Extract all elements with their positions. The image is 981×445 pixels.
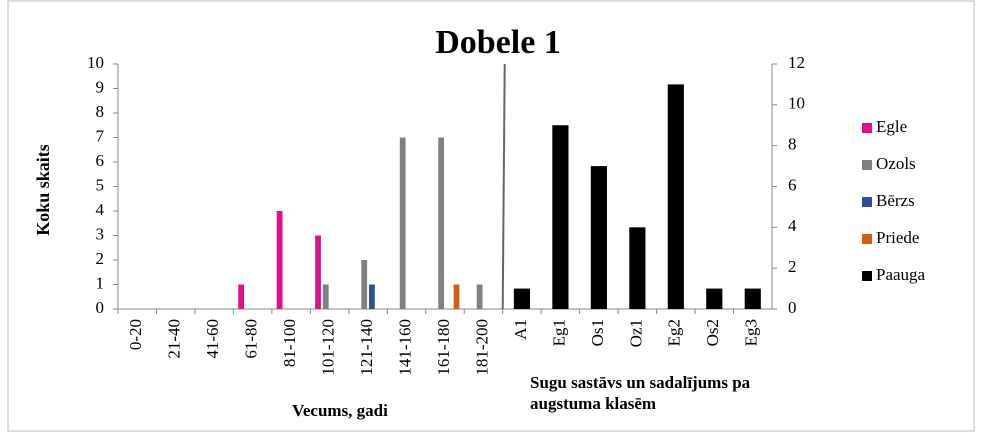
x-tick-label: Eg1 [549,319,568,346]
x-tick-label: 0-20 [126,319,145,350]
bar [629,227,646,309]
chart-title: Dobele 1 [435,24,561,61]
x-tick-label: Os1 [588,319,607,346]
legend-label: Egle [876,117,907,136]
legend-swatch [862,160,872,170]
y-tick-label: 0 [96,298,105,317]
x-axis-label-2: Sugu sastāvs un sadalījums pa [530,373,751,392]
y-tick-label: 2 [96,249,105,268]
y-tick-label: 8 [96,102,105,121]
x-tick-label: Oz1 [626,319,645,347]
legend-swatch [862,123,872,133]
y2-tick-label: 2 [788,257,797,276]
legend-label: Paauga [876,265,926,284]
bar [361,260,368,309]
legend-swatch [862,271,872,281]
x-tick-label: 21-40 [165,319,184,359]
x-axis-label-2: augstuma klasēm [530,394,656,413]
y2-tick-label: 4 [788,216,797,235]
y2-tick-label: 0 [788,298,797,317]
y-tick-label: 4 [96,200,105,219]
legend-label: Priede [876,228,919,247]
y-axis-label: Koku skaits [33,144,53,236]
bar [476,284,483,309]
y-tick-label: 3 [96,224,105,243]
x-tick-label: Os2 [703,319,722,346]
bar [744,288,761,309]
bar [706,288,723,309]
x-tick-label: 161-180 [434,319,453,376]
bar [322,284,329,309]
bar [438,137,445,309]
x-tick-label: 121-140 [357,319,376,376]
y-tick-label: 10 [87,53,104,72]
x-tick-label: 181-200 [472,319,491,376]
frame [7,0,975,432]
bar [667,84,684,310]
x-tick-label: Eg3 [742,319,761,346]
x-tick-label: 61-80 [242,319,261,359]
legend-label: Bērzs [876,191,915,210]
y-tick-label: 5 [96,175,105,194]
divider [501,63,506,310]
y-tick-label: 1 [96,273,105,292]
bar [369,284,375,309]
y-tick-label: 7 [96,126,105,145]
legend-swatch [862,197,872,207]
bar [513,288,531,309]
y-tick-label: 6 [96,151,105,170]
x-tick-label: A1 [511,319,530,340]
y2-tick-label: 12 [788,53,805,72]
legend-label: Ozols [876,154,916,173]
y2-tick-label: 6 [788,175,797,194]
x-tick-label: 41-60 [203,319,222,359]
x-tick-label: 81-100 [280,319,299,367]
legend-swatch [862,234,872,244]
bar [276,211,283,309]
bar [315,235,321,309]
x-tick-label: 101-120 [318,319,337,376]
bar [453,284,460,309]
x-axis-label: Vecums, gadi [292,401,388,420]
y2-tick-label: 8 [788,135,797,154]
x-tick-label: Eg2 [665,319,684,346]
y2-tick-label: 10 [788,94,805,113]
bar [238,284,244,309]
x-tick-label: 141-160 [395,319,414,376]
y-tick-label: 9 [96,77,105,96]
bar [590,166,607,309]
bar [552,125,569,309]
bar [399,137,406,309]
